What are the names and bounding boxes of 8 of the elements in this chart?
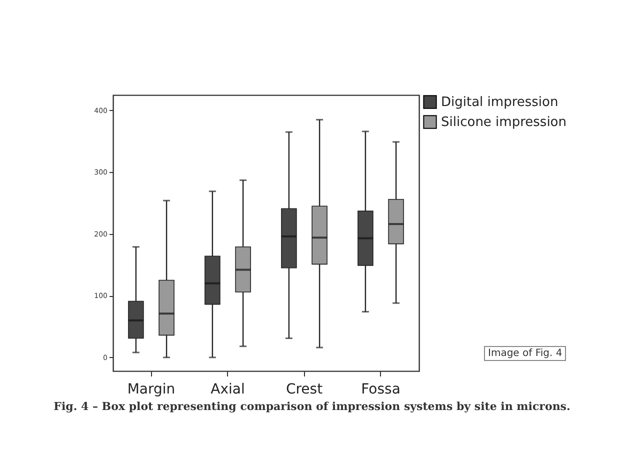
x-tick-label: Margin xyxy=(127,382,176,398)
caption: Fig. 4 – Box plot representing comparison of impression systems by site in microns. xyxy=(52,400,572,413)
legend-label: Digital impression xyxy=(441,95,558,110)
text: Image of Fig. 4 xyxy=(484,346,566,361)
x-tick-label: Axial xyxy=(210,382,245,398)
x-tick-label: Crest xyxy=(286,382,324,398)
x-tick-label: Fossa xyxy=(361,382,400,398)
legend-label: Silicone impression xyxy=(441,115,566,130)
